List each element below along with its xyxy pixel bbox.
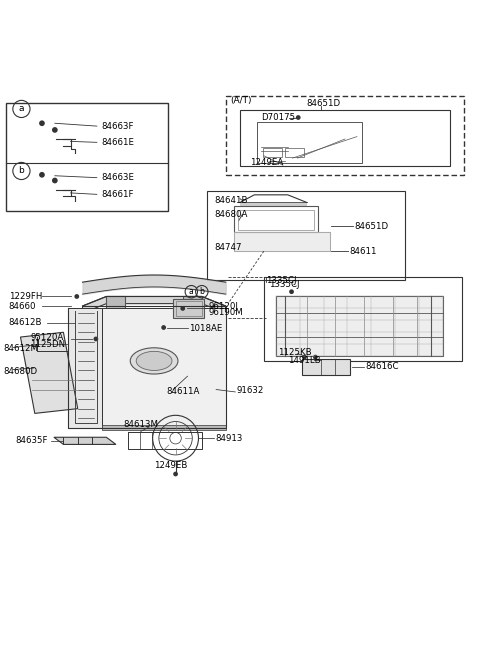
Text: 84651D: 84651D — [307, 99, 341, 107]
Text: 84747: 84747 — [215, 243, 242, 252]
Text: 96120J: 96120J — [208, 301, 238, 310]
Text: 84612B: 84612B — [9, 318, 42, 328]
Circle shape — [52, 178, 58, 183]
Circle shape — [173, 472, 178, 476]
Text: 84913: 84913 — [215, 434, 242, 443]
Polygon shape — [21, 332, 78, 413]
Text: 1125DN: 1125DN — [30, 340, 65, 348]
Text: 84651D: 84651D — [355, 222, 389, 231]
Text: 84661F: 84661F — [102, 190, 134, 199]
Circle shape — [180, 306, 185, 310]
Text: b: b — [19, 166, 24, 176]
Text: 84641B: 84641B — [215, 196, 248, 205]
Text: 84660: 84660 — [9, 301, 36, 310]
Text: 84635F: 84635F — [16, 436, 48, 445]
Text: 84661E: 84661E — [102, 138, 134, 147]
Circle shape — [39, 121, 45, 126]
Text: 1125KB: 1125KB — [278, 348, 312, 357]
Text: 1491LB: 1491LB — [288, 356, 320, 365]
Text: 84611: 84611 — [350, 247, 377, 255]
Polygon shape — [302, 358, 350, 375]
Text: 1018AE: 1018AE — [189, 324, 222, 333]
Text: 84611A: 84611A — [166, 387, 199, 396]
Text: 84680D: 84680D — [4, 367, 38, 376]
FancyBboxPatch shape — [173, 299, 204, 318]
Text: 1335CJ: 1335CJ — [266, 276, 297, 285]
Text: 1249EA: 1249EA — [250, 159, 283, 168]
Circle shape — [302, 355, 307, 360]
Text: 1249EB: 1249EB — [154, 461, 188, 470]
Polygon shape — [234, 232, 330, 251]
Text: b: b — [199, 287, 204, 296]
Circle shape — [94, 337, 98, 341]
Text: 84680A: 84680A — [215, 210, 248, 219]
Text: 95120A: 95120A — [30, 333, 63, 341]
Circle shape — [289, 290, 294, 294]
Text: 91632: 91632 — [237, 386, 264, 395]
FancyBboxPatch shape — [276, 297, 443, 356]
Text: 84613M: 84613M — [123, 421, 158, 430]
Text: 1335CJ: 1335CJ — [269, 280, 299, 289]
Text: 84663E: 84663E — [102, 173, 134, 182]
Text: a: a — [189, 287, 194, 296]
Circle shape — [39, 172, 45, 178]
Text: 84663F: 84663F — [102, 122, 134, 130]
Polygon shape — [102, 309, 226, 428]
Text: 84616C: 84616C — [365, 362, 399, 371]
Circle shape — [52, 127, 58, 133]
Text: D70175: D70175 — [262, 113, 296, 122]
Text: (A/T): (A/T) — [230, 96, 252, 105]
Circle shape — [313, 355, 318, 360]
FancyBboxPatch shape — [107, 297, 125, 310]
Ellipse shape — [130, 348, 178, 374]
Polygon shape — [68, 309, 102, 428]
FancyBboxPatch shape — [183, 297, 202, 310]
Circle shape — [161, 325, 166, 330]
Circle shape — [74, 294, 79, 299]
Polygon shape — [54, 438, 116, 445]
Polygon shape — [102, 425, 226, 430]
Polygon shape — [83, 297, 226, 313]
Ellipse shape — [136, 351, 172, 371]
Text: 84612M: 84612M — [4, 345, 39, 354]
Text: a: a — [19, 104, 24, 113]
Circle shape — [296, 115, 300, 120]
Text: 1229FH: 1229FH — [9, 291, 42, 301]
Text: 96190M: 96190M — [208, 308, 243, 317]
